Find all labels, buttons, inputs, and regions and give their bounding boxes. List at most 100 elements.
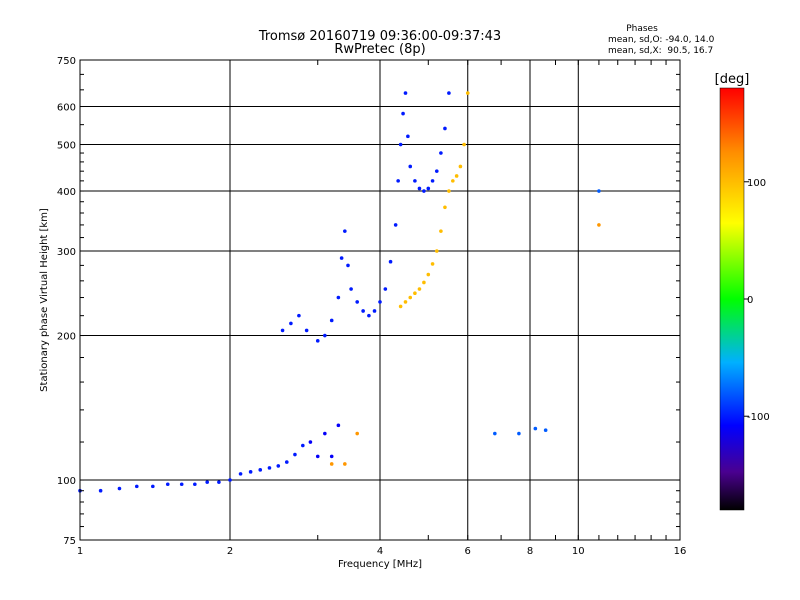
data-point [533, 426, 538, 431]
data-point [403, 91, 408, 95]
data-point [361, 309, 365, 313]
data-point [372, 309, 377, 313]
data-point [315, 454, 320, 459]
data-point [517, 431, 521, 436]
data-point [458, 164, 463, 169]
data-point [179, 482, 184, 487]
data-point [465, 91, 470, 95]
data-point [378, 300, 382, 304]
x-tick-label: 10 [572, 546, 585, 557]
x-tick-label: 1 [77, 546, 83, 557]
x-tick-label: 2 [227, 546, 233, 557]
data-point [238, 472, 243, 476]
data-point [329, 318, 334, 323]
data-point [367, 313, 371, 318]
data-point [597, 189, 601, 193]
data-point [355, 431, 359, 436]
data-point [398, 142, 403, 147]
data-point [398, 304, 403, 309]
data-point [289, 321, 293, 326]
y-tick-label: 300 [57, 247, 76, 258]
y-axis-label: Stationary phase Virtual Height [km] [39, 208, 50, 392]
data-point [426, 272, 431, 277]
colorbar-label: [deg] [715, 72, 750, 87]
phase-info-heading: Phases [626, 24, 658, 34]
data-point [493, 431, 497, 436]
y-tick-label: 750 [57, 56, 76, 67]
colorbar-tick-label: -100 [747, 412, 770, 423]
data-point [406, 134, 410, 139]
data-point [336, 295, 341, 300]
data-point [451, 179, 455, 183]
y-tick-label: 500 [57, 141, 76, 152]
data-point [408, 295, 413, 300]
phase-info-line-x: mean, sd,X: 90.5, 16.7 [608, 46, 713, 56]
data-point [543, 428, 548, 433]
data-point [454, 174, 459, 178]
data-point [396, 179, 400, 183]
y-tick-label: 600 [57, 103, 76, 114]
data-point [439, 229, 443, 233]
data-point [228, 478, 232, 482]
data-point [301, 443, 305, 448]
data-point [430, 179, 435, 183]
data-point [217, 480, 221, 484]
colorbar-tick-label: 0 [747, 295, 753, 306]
data-point [339, 256, 344, 260]
data-point [151, 484, 155, 489]
data-point [413, 291, 417, 296]
data-point [417, 186, 422, 191]
data-point [308, 440, 313, 444]
x-tick-label: 8 [527, 546, 533, 557]
y-tick-label: 100 [57, 476, 76, 487]
data-point [388, 259, 393, 264]
data-point [462, 142, 466, 147]
chart-title: Tromsø 20160719 09:36:00-09:37:43 [258, 29, 501, 44]
x-tick-label: 6 [465, 546, 471, 557]
y-tick-label: 400 [57, 187, 76, 198]
axis-ticks: 1 2 4 6 8 10 16 75 100 200 300 400 500 600 750 [57, 56, 686, 557]
x-tick-label: 4 [377, 546, 383, 557]
data-point [304, 328, 309, 333]
data-point [443, 126, 447, 131]
data-point [439, 151, 443, 155]
scatter-points [78, 91, 601, 493]
data-point [443, 205, 447, 210]
data-point [422, 189, 426, 193]
data-point [413, 179, 417, 183]
data-point [393, 223, 398, 227]
data-point [355, 300, 359, 304]
plot-grid [79, 59, 681, 541]
data-point [403, 300, 408, 304]
data-point [193, 482, 197, 487]
y-tick-label: 200 [57, 332, 76, 343]
data-point [597, 223, 601, 227]
data-point [323, 431, 327, 436]
data-point [383, 287, 388, 291]
data-point [205, 480, 209, 484]
data-point [267, 466, 272, 470]
data-point [284, 460, 289, 464]
data-point [315, 339, 320, 343]
y-tick-label: 75 [63, 536, 76, 547]
data-point [447, 91, 451, 95]
data-point [447, 189, 451, 193]
data-point [346, 263, 350, 268]
data-point [117, 486, 122, 491]
data-point [336, 423, 341, 428]
data-point [258, 468, 263, 472]
colorbar-ticks: 100 0 -100 [744, 178, 770, 423]
data-point [430, 262, 435, 266]
data-point [349, 287, 353, 291]
phase-info-line-o: mean, sd,O: -94.0, 14.0 [608, 35, 715, 45]
data-point [422, 280, 426, 285]
data-point [343, 229, 347, 233]
data-point [426, 186, 431, 191]
data-point [248, 470, 253, 474]
x-tick-label: 16 [674, 546, 687, 557]
colorbar-tick-label: 100 [747, 178, 766, 189]
data-point [323, 333, 327, 338]
data-point [98, 488, 103, 493]
data-point [276, 464, 281, 468]
data-point [434, 169, 439, 173]
